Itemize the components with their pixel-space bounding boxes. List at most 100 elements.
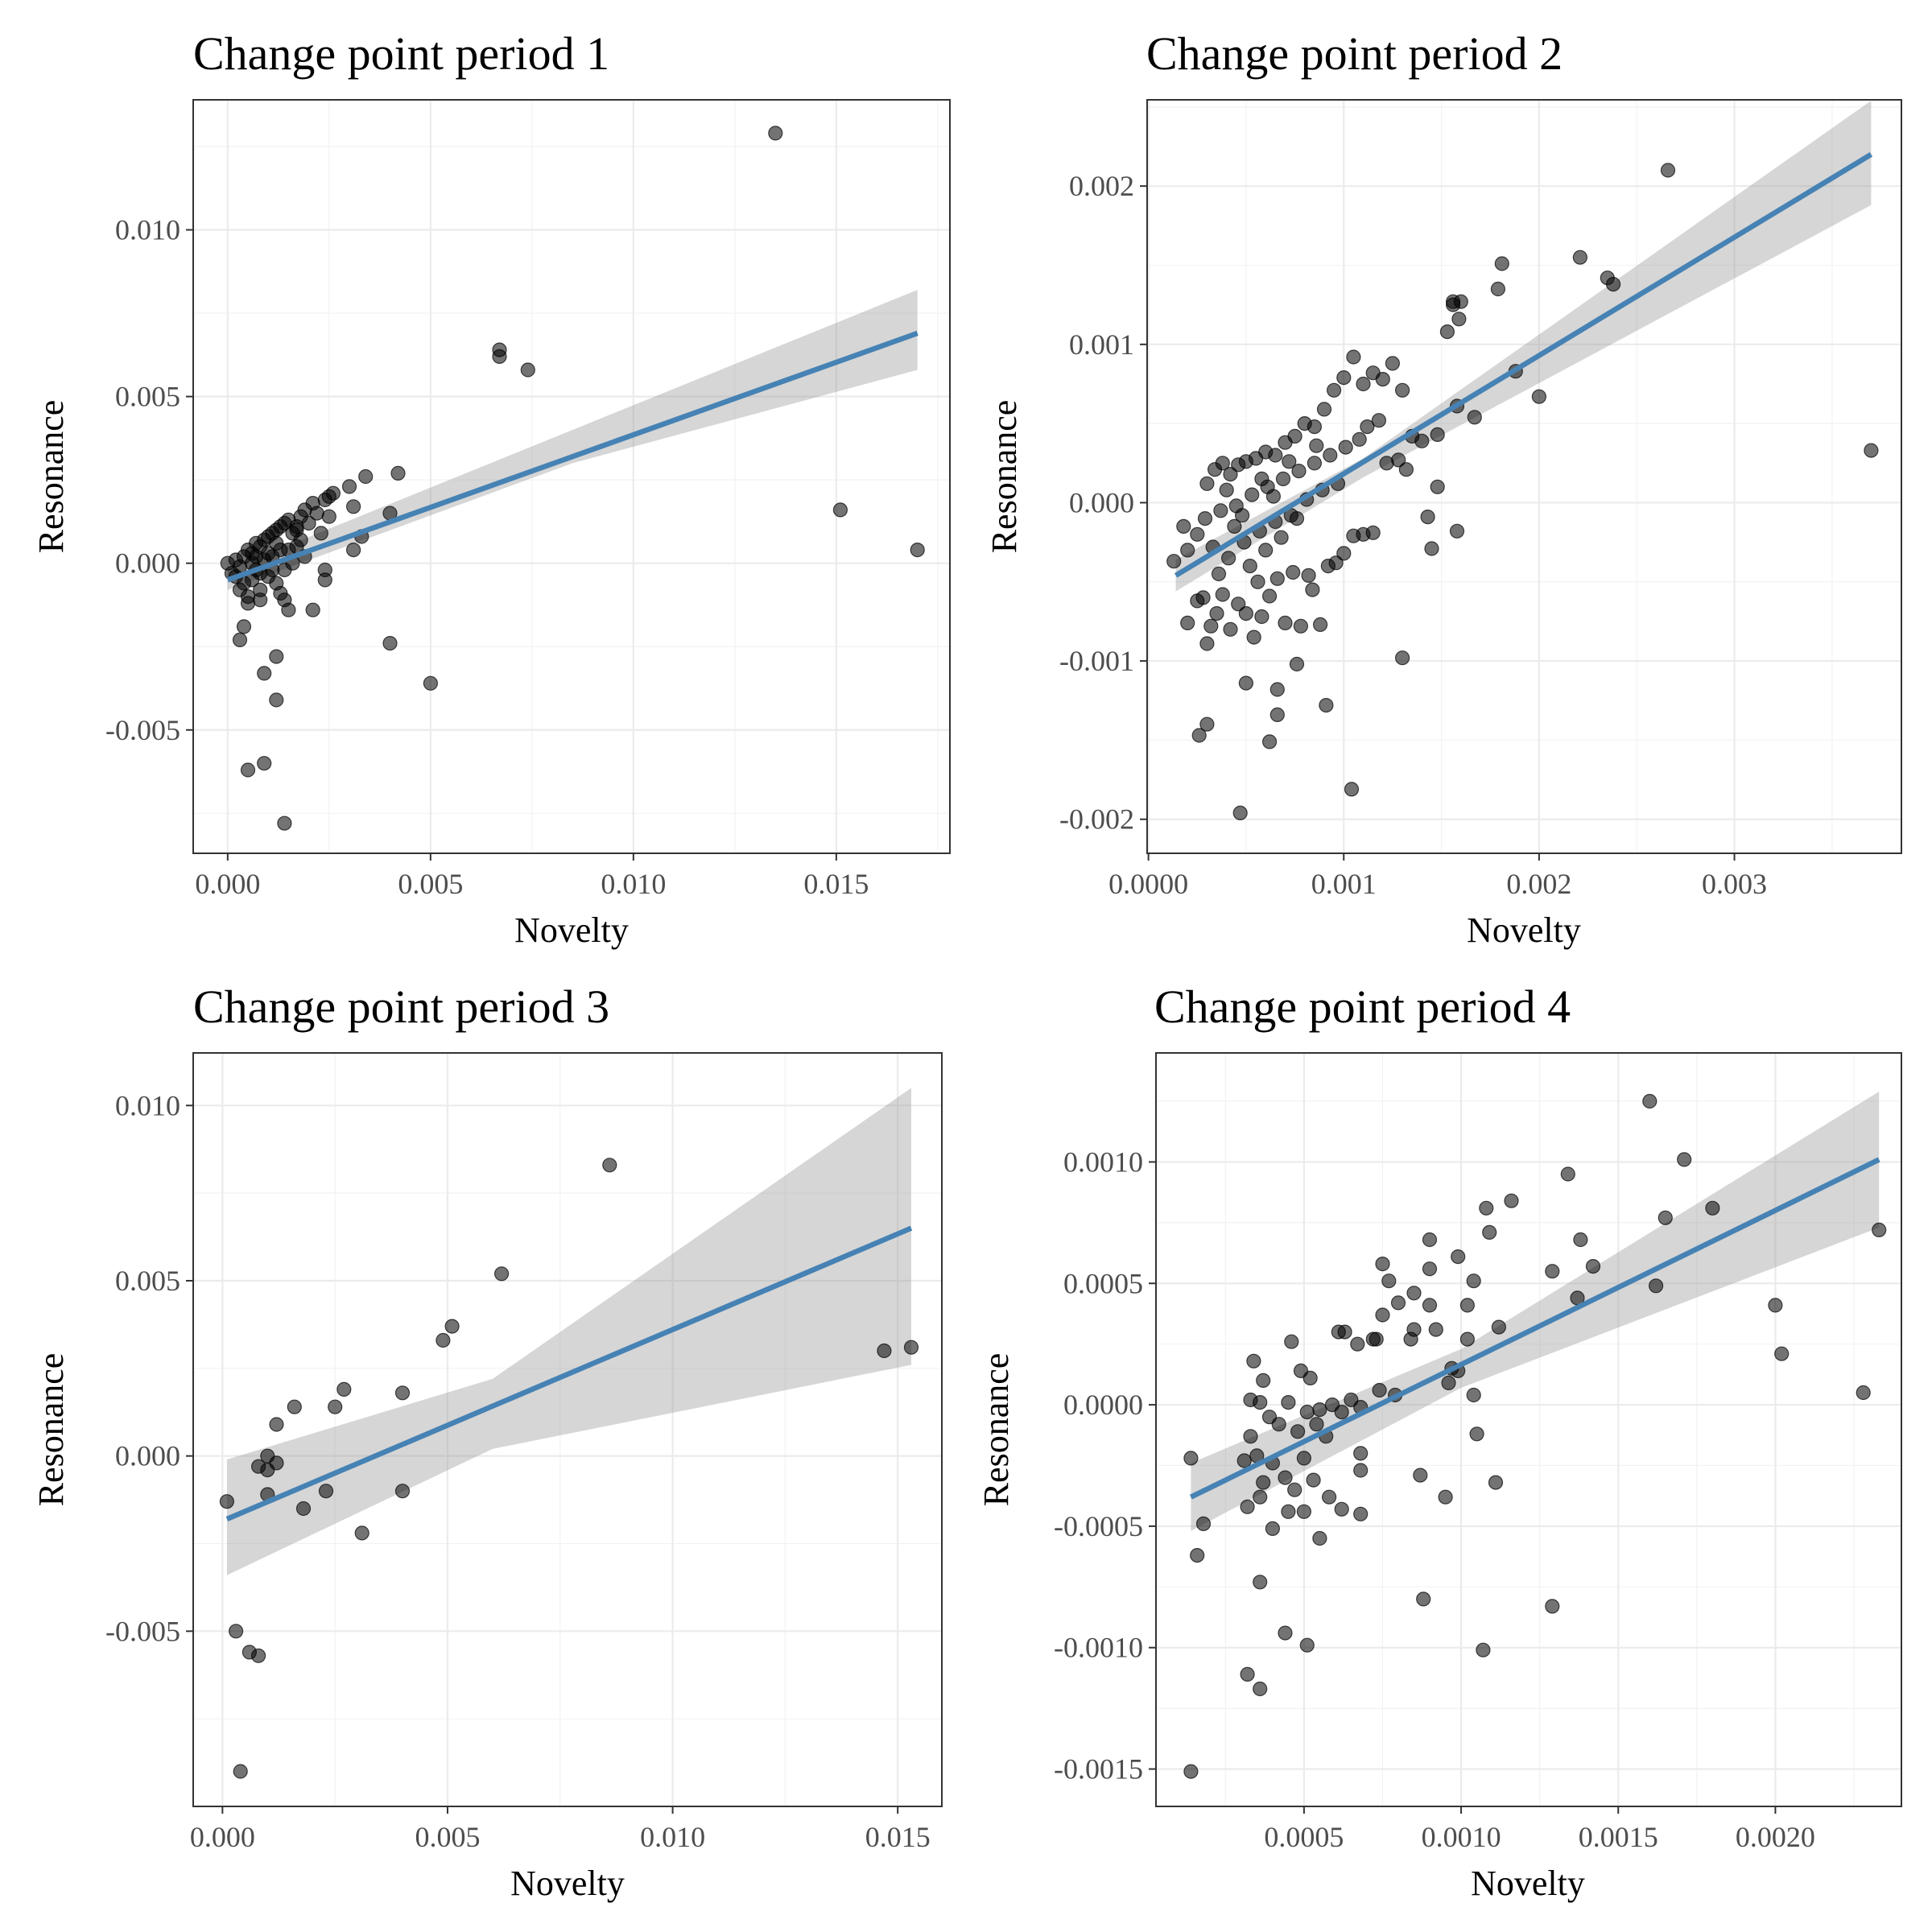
data-point [318, 1484, 334, 1499]
data-point [1350, 1336, 1365, 1352]
data-point [1240, 1499, 1255, 1514]
data-point [287, 1399, 302, 1414]
data-point [1223, 466, 1238, 482]
data-point [877, 1343, 892, 1359]
x-tick-label: 0.000 [195, 868, 260, 900]
data-point [1872, 1222, 1887, 1238]
y-tick-label: -0.002 [1059, 803, 1134, 836]
x-tick-label: 0.010 [601, 868, 666, 900]
y-tick-label: -0.005 [105, 1615, 180, 1647]
y-tick-label: -0.0005 [1054, 1510, 1143, 1542]
y-axis-label: Resonance [976, 1353, 1016, 1507]
data-point [1445, 297, 1461, 312]
data-point [1197, 510, 1213, 526]
panel-title: Change point period 1 [193, 27, 609, 80]
data-point [1261, 588, 1278, 604]
y-tick-label: -0.001 [1059, 645, 1134, 677]
y-axis-label: Resonance [31, 400, 71, 554]
data-point [1253, 1489, 1268, 1505]
data-point [1282, 454, 1297, 469]
regression-line [226, 330, 919, 583]
data-point [1323, 448, 1338, 463]
data-point [1234, 508, 1250, 523]
data-point [1406, 1286, 1422, 1301]
data-point [1256, 1373, 1271, 1389]
y-tick-label: -0.0010 [1054, 1632, 1143, 1664]
data-point [269, 649, 284, 664]
x-tick-label: 0.003 [1702, 868, 1767, 900]
data-point [1430, 427, 1445, 443]
data-point [832, 502, 848, 518]
data-point [1491, 1319, 1507, 1335]
data-point [336, 1381, 352, 1397]
data-point [1560, 1166, 1575, 1182]
data-point [1394, 382, 1410, 398]
x-axis-label: Novelty [1467, 910, 1581, 950]
data-point [1856, 1385, 1871, 1401]
data-point [257, 756, 272, 771]
data-point [1190, 1547, 1205, 1563]
y-tick-label: 0.010 [115, 1089, 180, 1121]
data-point [346, 499, 361, 514]
data-point [1334, 1501, 1349, 1517]
data-point [1531, 389, 1547, 404]
y-axis-label: Resonance [985, 400, 1024, 554]
data-point [1281, 1394, 1296, 1410]
data-point [1245, 487, 1260, 502]
data-point [1414, 433, 1430, 448]
data-point [1545, 1599, 1560, 1614]
data-point [1199, 476, 1215, 491]
data-point [1271, 1417, 1286, 1432]
data-point [1211, 566, 1227, 582]
data-point [1572, 250, 1588, 265]
data-point [1287, 428, 1302, 444]
y-tick-label: 0.002 [1069, 170, 1134, 202]
data-point [1459, 1298, 1476, 1313]
data-point [1381, 1274, 1397, 1289]
data-point [249, 549, 264, 564]
x-tick-label: 0.0010 [1422, 1821, 1501, 1853]
data-point [328, 1399, 343, 1414]
data-point [1290, 1424, 1306, 1439]
data-point [1246, 1353, 1261, 1368]
data-point [1642, 1093, 1657, 1109]
data-point [1289, 510, 1305, 526]
data-point [1203, 618, 1219, 634]
data-point [1649, 1278, 1664, 1294]
data-point [1394, 650, 1410, 666]
data-point [1422, 1298, 1438, 1313]
data-point [1365, 525, 1381, 540]
data-point [1299, 1637, 1315, 1653]
data-point [1291, 463, 1307, 479]
data-point [251, 1648, 266, 1663]
data-point [1278, 1625, 1293, 1641]
data-point [1660, 163, 1676, 178]
data-point [1482, 1224, 1497, 1241]
data-point [1305, 582, 1320, 597]
data-point [269, 1417, 284, 1432]
data-point [1479, 1200, 1494, 1216]
data-point [236, 619, 252, 634]
data-point [341, 479, 357, 494]
data-point [493, 1266, 510, 1282]
y-tick-label: 0.000 [115, 1440, 180, 1472]
data-point [1774, 1346, 1790, 1361]
x-tick-label: 0.015 [803, 868, 869, 900]
data-point [1195, 1516, 1212, 1532]
data-point [390, 465, 406, 481]
data-point [229, 1624, 244, 1639]
data-point [1439, 324, 1455, 340]
data-point [1338, 440, 1353, 455]
data-point [1274, 530, 1289, 545]
data-point [269, 692, 284, 708]
x-axis-label: Novelty [1471, 1864, 1585, 1903]
data-point [253, 592, 268, 608]
data-point [321, 509, 336, 524]
plot-background [193, 100, 950, 853]
x-axis-label: Novelty [510, 1864, 625, 1903]
data-point [1360, 419, 1375, 435]
data-point [1254, 471, 1269, 487]
data-point [1319, 697, 1334, 713]
data-point [1287, 1482, 1302, 1497]
data-point [1657, 1210, 1673, 1225]
